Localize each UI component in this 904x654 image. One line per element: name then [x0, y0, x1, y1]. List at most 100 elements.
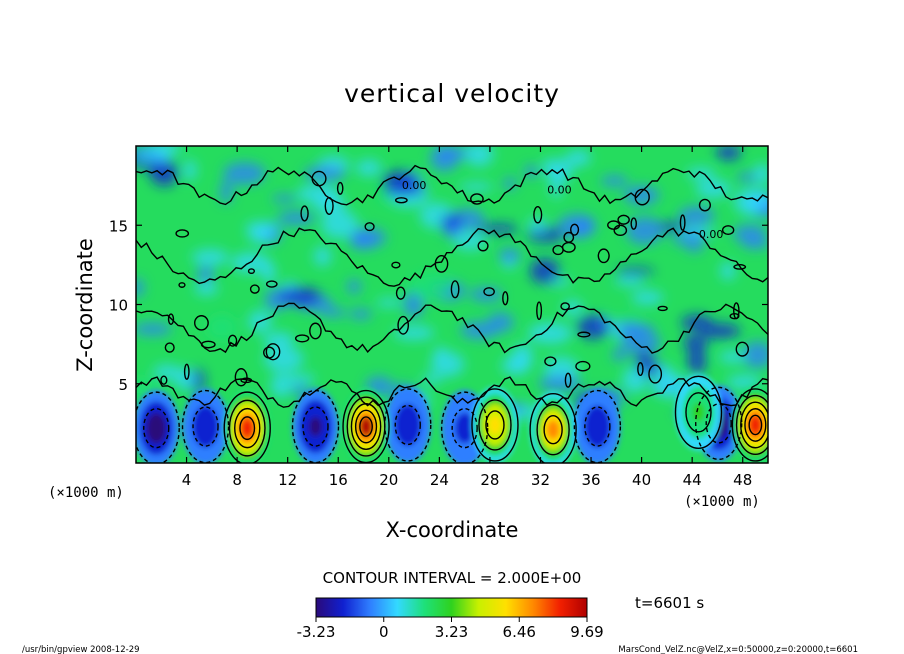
small-contour: [395, 286, 406, 300]
texture-blob: [576, 314, 610, 340]
small-contour: [450, 280, 460, 299]
texture-blob: [655, 221, 687, 232]
texture-blob: [617, 321, 642, 337]
texture-blob: [622, 366, 648, 393]
positive-contour: [536, 404, 570, 456]
x-tick-label: 28: [480, 471, 499, 489]
small-contour: [630, 217, 637, 230]
texture-blob: [732, 224, 767, 244]
texture-blob: [289, 372, 302, 387]
texture-blob: [278, 286, 322, 306]
footer-right: MarsCond_VelZ.nc@VelZ,x=0:50000,z=0:2000…: [618, 645, 858, 654]
updraft-core: [359, 416, 373, 437]
colorbar-tick-label: -3.23: [297, 623, 336, 641]
colorbar-tick-label: 0: [379, 623, 389, 641]
negative-contour: [705, 403, 732, 444]
x-tick-label: 44: [683, 471, 702, 489]
x-tick-label: 16: [329, 471, 348, 489]
plot-area: 0.00 0.00 0.00: [136, 146, 768, 463]
texture-blob: [261, 261, 276, 284]
small-contour: [735, 341, 749, 357]
texture-blob: [270, 372, 292, 398]
texture-blob: [737, 172, 757, 183]
contour-label: 0.00: [547, 184, 572, 197]
small-contour: [249, 284, 260, 294]
texture-blob: [615, 267, 655, 276]
positive-contour: [748, 414, 763, 436]
small-contour: [175, 229, 190, 238]
small-contour: [234, 368, 248, 387]
x-tick-label: 4: [182, 471, 192, 489]
y-tick-label: 5: [118, 376, 128, 394]
texture-blob: [695, 179, 732, 199]
small-contour: [160, 375, 168, 385]
small-contour: [470, 193, 484, 205]
negative-contour: [440, 391, 489, 463]
small-contour: [617, 214, 630, 225]
texture-blob: [726, 375, 762, 389]
chart-title: vertical velocity: [344, 79, 560, 108]
small-contour: [178, 282, 186, 288]
small-contour: [193, 315, 209, 331]
texture-blob: [528, 322, 572, 345]
texture-blob: [524, 164, 538, 178]
texture-blob: [700, 323, 741, 339]
zero-contour: [136, 227, 768, 287]
small-contour: [657, 305, 668, 312]
updraft-core: [488, 415, 502, 435]
positive-contour: [223, 391, 271, 463]
negative-contour: [584, 406, 611, 447]
texture-blob: [356, 159, 382, 177]
texture-blob: [183, 159, 197, 181]
contour-label: 0.00: [402, 179, 427, 192]
small-contour: [544, 356, 557, 367]
updraft-core: [240, 418, 254, 438]
texture-blob: [277, 211, 316, 226]
texture-blob: [403, 290, 424, 318]
positive-contour: [731, 388, 768, 462]
texture-blob: [683, 334, 709, 351]
downdraft-core: [591, 416, 604, 437]
texture-blob: [623, 185, 660, 206]
small-contour: [477, 240, 489, 252]
small-contour: [434, 254, 449, 273]
positive-contour: [239, 416, 256, 441]
texture-blob: [443, 224, 461, 239]
x-tick-label: 24: [430, 471, 449, 489]
x-axis-label: X-coordinate: [386, 518, 519, 542]
texture-blob: [350, 227, 387, 248]
texture-blob: [136, 278, 144, 298]
y-axis-label: Z-coordinate: [73, 238, 97, 372]
texture-blob: [612, 348, 627, 362]
y-tick-label: 10: [109, 297, 128, 315]
texture-blob: [498, 248, 521, 262]
texture-blob: [191, 249, 229, 266]
texture-blob: [758, 204, 768, 216]
positive-contour: [674, 375, 723, 449]
texture-blob: [223, 162, 266, 185]
small-contour: [263, 346, 276, 359]
positive-contour: [735, 394, 768, 456]
texture-blob: [476, 223, 519, 234]
small-contour: [613, 224, 628, 237]
small-contour: [560, 302, 571, 311]
colorbar-tick-label: 3.23: [435, 623, 468, 641]
small-contour: [637, 362, 644, 377]
downdraft-core: [309, 416, 322, 437]
texture-blob: [271, 194, 298, 203]
texture-blob: [687, 347, 707, 375]
texture-blob: [614, 275, 645, 287]
colorbar: [315, 597, 588, 618]
small-contour: [533, 205, 543, 224]
texture-blob: [719, 350, 747, 364]
small-contour: [300, 205, 309, 222]
positive-contour: [359, 416, 373, 437]
texture-blob: [529, 258, 560, 284]
time-label: t=6601 s: [635, 594, 704, 612]
positive-contour: [529, 393, 577, 463]
texture-blob: [742, 238, 768, 250]
texture-blob: [409, 272, 453, 300]
negative-contour: [143, 407, 170, 449]
small-contour: [247, 268, 256, 274]
texture-blob: [196, 265, 215, 282]
